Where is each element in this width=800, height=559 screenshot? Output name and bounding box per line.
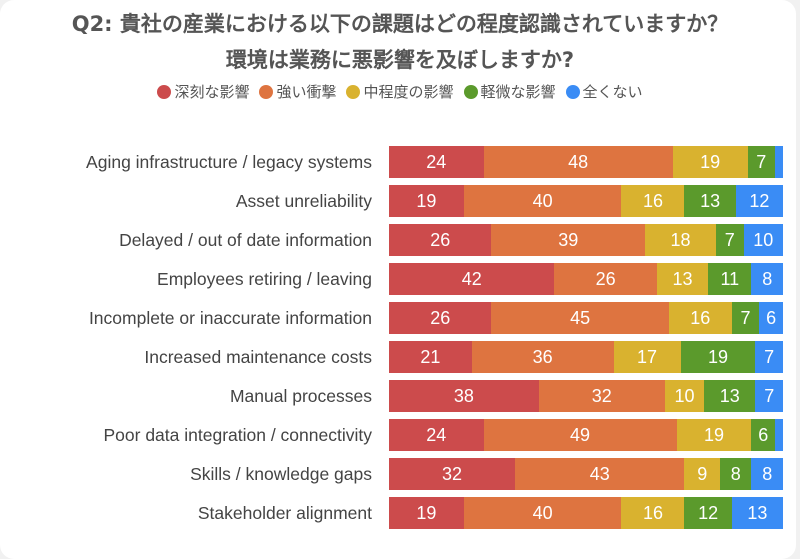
- legend-label: 全くない: [582, 83, 643, 101]
- bar-segment[interactable]: 36: [471, 341, 614, 373]
- bar-segment[interactable]: 12: [735, 185, 783, 217]
- bar-segment[interactable]: 7: [731, 302, 760, 334]
- bar-segment[interactable]: 16: [668, 302, 732, 334]
- category-label: Stakeholder alignment: [197, 503, 372, 523]
- bar-segment[interactable]: 19: [389, 497, 464, 529]
- bar-row: Delayed / out of date information 26 39 18 7…: [0, 224, 800, 256]
- bar-row: Incomplete or inaccurate information 26 45…: [0, 302, 800, 334]
- category-label: Skills / knowledge gaps: [190, 464, 372, 484]
- bar-segment[interactable]: 7: [755, 341, 783, 373]
- bar-segment[interactable]: 8: [719, 458, 752, 490]
- legend: 深刻な影響 強い衝撃 中程度の影響 軽微な影響 全くない: [0, 81, 800, 102]
- stacked-bar: 38 32 10 13 7: [389, 380, 783, 412]
- bar-segment[interactable]: 48: [483, 146, 673, 178]
- bar-segment[interactable]: 38: [389, 380, 539, 412]
- bar-segment[interactable]: 19: [389, 185, 464, 217]
- bar-segment[interactable]: 39: [491, 224, 646, 256]
- bar-row: Employees retiring / leaving 42 26 13 11 8: [0, 263, 800, 295]
- legend-marker: [565, 84, 580, 99]
- bar-segment[interactable]: 8: [751, 263, 783, 295]
- legend-label: 中程度の影響: [363, 83, 454, 101]
- stacked-bar: 26 39 18 7 10: [389, 224, 783, 256]
- legend-item[interactable]: 全くない: [565, 81, 643, 102]
- legend-item[interactable]: 中程度の影響: [346, 81, 454, 102]
- bar-segment[interactable]: 10: [664, 380, 705, 412]
- bar-segment[interactable]: 7: [716, 224, 744, 256]
- bar-segment[interactable]: 6: [751, 419, 776, 451]
- bar-segment[interactable]: [775, 146, 783, 178]
- legend-label: 強い衝撃: [276, 83, 337, 101]
- bar-segment[interactable]: 32: [538, 380, 665, 412]
- bar-segment[interactable]: 19: [680, 341, 756, 373]
- category-label: Manual processes: [229, 386, 372, 406]
- category-label: Incomplete or inaccurate information: [88, 308, 372, 328]
- bar-row: Aging infrastructure / legacy systems 24 4…: [0, 146, 800, 178]
- bar-segment[interactable]: 18: [645, 224, 716, 256]
- legend-item[interactable]: 強い衝撃: [259, 81, 336, 102]
- bar-segment[interactable]: 24: [389, 419, 484, 451]
- bar-segment[interactable]: 7: [755, 380, 783, 412]
- bar-segment[interactable]: 21: [389, 341, 472, 373]
- bar-segment[interactable]: 13: [656, 263, 709, 295]
- legend-label: 深刻な影響: [174, 83, 250, 101]
- stacked-bar: 26 45 16 7 6: [389, 302, 783, 334]
- stacked-bar: 19 40 16 13 12: [389, 185, 783, 217]
- bar-row: Poor data integration / connectivity 24 49…: [0, 419, 800, 451]
- bar-segment[interactable]: 26: [554, 263, 657, 295]
- bar-segment[interactable]: [775, 419, 783, 451]
- bar-segment[interactable]: 9: [684, 458, 720, 490]
- bar-segment[interactable]: 13: [731, 497, 783, 529]
- bar-segment[interactable]: 13: [684, 185, 736, 217]
- legend-marker: [157, 84, 172, 99]
- bar-segment[interactable]: 6: [759, 302, 783, 334]
- bar-row: Manual processes 38 32 10 13 7: [0, 380, 800, 412]
- legend-item[interactable]: 深刻な影響: [157, 81, 249, 102]
- bar-segment[interactable]: 40: [463, 185, 622, 217]
- bar-segment[interactable]: 42: [389, 263, 555, 295]
- bar-segment[interactable]: 26: [389, 224, 492, 256]
- bar-segment[interactable]: 11: [708, 263, 752, 295]
- bar-segment[interactable]: 8: [751, 458, 783, 490]
- category-label: Delayed / out of date information: [119, 230, 372, 250]
- chart-title: Q2: 貴社の産業における以下の課題はどの程度認識されていますか？: [71, 12, 729, 36]
- category-label: Asset unreliability: [235, 191, 372, 211]
- category-label: Poor data integration / connectivity: [103, 425, 373, 445]
- bar-segment[interactable]: 49: [483, 419, 677, 451]
- stacked-bar: 19 40 16 12 13: [389, 497, 783, 529]
- bar-segment[interactable]: 10: [743, 224, 783, 256]
- legend-item[interactable]: 軽微な影響: [463, 81, 556, 102]
- category-label: Increased maintenance costs: [144, 347, 372, 367]
- bar-row: Stakeholder alignment 19 40 16 12 13: [0, 497, 800, 529]
- category-label: Employees retiring / leaving: [157, 269, 372, 289]
- bar-segment[interactable]: 16: [621, 185, 685, 217]
- bar-segment[interactable]: 13: [704, 380, 756, 412]
- bar-segment[interactable]: 19: [672, 146, 748, 178]
- bar-segment[interactable]: 16: [621, 497, 685, 529]
- category-label: Aging infrastructure / legacy systems: [86, 152, 372, 172]
- bar-segment[interactable]: 43: [515, 458, 685, 490]
- bar-row: Asset unreliability 19 40 16 13 12: [0, 185, 800, 217]
- stacked-bar: 32 43 9 8 8: [389, 458, 783, 490]
- stacked-bar: 21 36 17 19 7: [389, 341, 783, 373]
- bar-segment[interactable]: 24: [389, 146, 484, 178]
- bar-segment[interactable]: 45: [491, 302, 669, 334]
- legend-marker: [346, 84, 361, 99]
- stacked-bar: 24 49 19 6: [389, 419, 783, 451]
- legend-label: 軽微な影響: [480, 83, 556, 101]
- bar-row: Skills / knowledge gaps 32 43 9 8 8: [0, 458, 800, 490]
- stacked-bar: 24 48 19 7: [389, 146, 783, 178]
- stacked-bar: 42 26 13 11 8: [389, 263, 783, 295]
- legend-marker: [259, 84, 274, 99]
- bar-segment[interactable]: 17: [613, 341, 681, 373]
- bar-segment[interactable]: 40: [463, 497, 622, 529]
- bar-segment[interactable]: 12: [684, 497, 732, 529]
- bar-row: Increased maintenance costs 21 36 17 19 7: [0, 341, 800, 373]
- legend-marker: [463, 84, 478, 99]
- bar-segment[interactable]: 19: [676, 419, 752, 451]
- bar-segment[interactable]: 26: [389, 302, 492, 334]
- chart-subtitle: 環境は業務に悪影響を及ぼしますか?: [225, 48, 575, 72]
- bar-segment[interactable]: 32: [389, 458, 516, 490]
- bar-segment[interactable]: 7: [747, 146, 776, 178]
